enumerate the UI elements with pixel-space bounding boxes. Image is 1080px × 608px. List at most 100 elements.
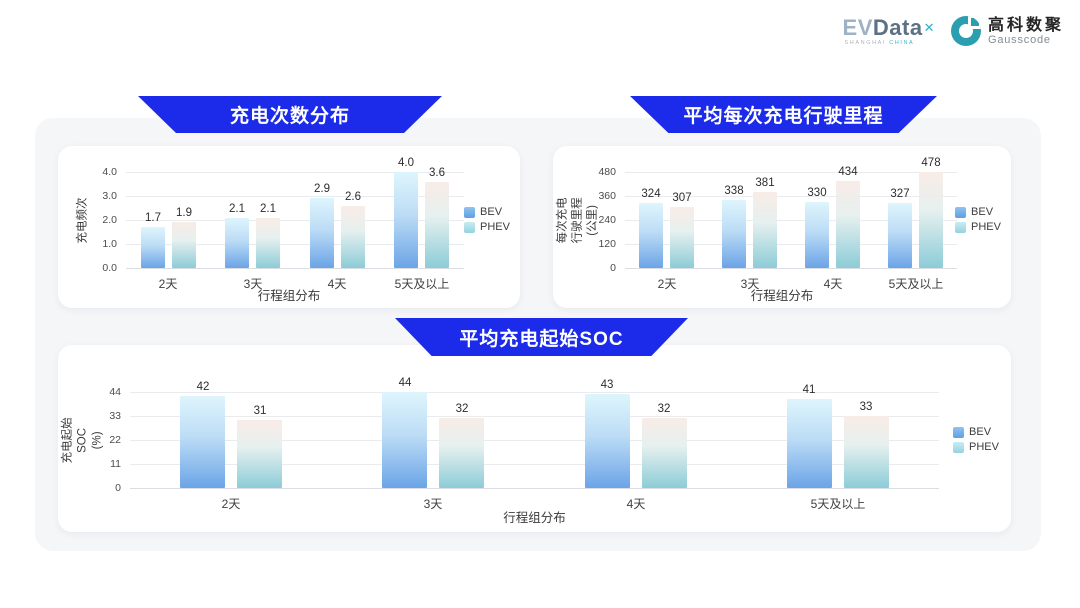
bar-bev-5天及以上 bbox=[888, 203, 912, 268]
bar-bev-3天 bbox=[382, 392, 427, 488]
value-label-phev-5天及以上: 3.6 bbox=[429, 167, 445, 179]
bev-swatch-icon bbox=[464, 206, 476, 218]
x-category-5天及以上: 5天及以上 bbox=[394, 277, 450, 291]
value-label-phev-2天: 1.9 bbox=[176, 207, 192, 219]
bar-phev-4天 bbox=[341, 206, 365, 268]
x-category-2天: 2天 bbox=[657, 277, 677, 291]
value-label-bev-2天: 42 bbox=[196, 381, 210, 393]
evdata-logo: EVData✕ SHANGHAI CHINA bbox=[842, 14, 935, 46]
y-tick-240: 240 bbox=[598, 214, 616, 226]
y-tick-22: 22 bbox=[109, 434, 121, 446]
chart1-title: 充电次数分布 bbox=[229, 106, 350, 127]
chart2-title-banner: 平均每次充电行驶里程 bbox=[630, 96, 937, 133]
x-category-5天及以上: 5天及以上 bbox=[810, 497, 866, 511]
x-category-3天: 3天 bbox=[423, 497, 443, 511]
y-tick-0: 0 bbox=[610, 262, 616, 274]
gridline-22 bbox=[130, 440, 939, 441]
legend-item-phev: PHEV bbox=[953, 441, 999, 453]
gridline-2.0 bbox=[126, 220, 464, 221]
gausscode-dot bbox=[970, 18, 979, 26]
y-tick-360: 360 bbox=[598, 190, 616, 202]
bar-bev-2天 bbox=[639, 203, 663, 268]
bar-phev-2天 bbox=[670, 207, 694, 268]
bar-phev-5天及以上 bbox=[844, 416, 889, 488]
bar-phev-5天及以上 bbox=[425, 182, 449, 268]
bar-bev-3天 bbox=[722, 200, 746, 268]
bar-bev-4天 bbox=[585, 394, 630, 488]
bev-swatch-icon bbox=[955, 206, 967, 218]
phev-swatch-icon bbox=[464, 221, 476, 233]
evdata-ev-text: EV bbox=[842, 14, 873, 40]
y-tick-2.0: 2.0 bbox=[102, 214, 117, 226]
y-tick-120: 120 bbox=[598, 238, 616, 250]
y-tick-0.0: 0.0 bbox=[102, 262, 117, 274]
value-label-phev-3天: 2.1 bbox=[260, 203, 276, 215]
bar-bev-4天 bbox=[805, 202, 829, 268]
chart3-x-axis-label: 行程组分布 bbox=[503, 511, 566, 525]
value-label-phev-4天: 434 bbox=[838, 166, 858, 178]
bar-bev-3天 bbox=[225, 218, 249, 268]
value-label-bev-4天: 2.9 bbox=[314, 183, 330, 195]
chart2-plot-area: 0 120 240 360 480 2天 324 307 3天 338 381 4天 330 434 5天及… bbox=[553, 146, 1011, 308]
gausscode-en-name: Gausscode bbox=[987, 33, 1051, 46]
value-label-bev-2天: 324 bbox=[641, 188, 661, 200]
bev-swatch-icon bbox=[953, 426, 965, 438]
gridline-44 bbox=[130, 392, 939, 393]
chart-card-charge-count: 充电频次 0.0 1.0 2.0 3.0 4.0 2天 1.7 1.9 3天 2.1 2.1 4天 2.… bbox=[58, 146, 520, 308]
gausscode-text: 高科数聚 Gausscode bbox=[988, 17, 1064, 46]
bar-phev-2天 bbox=[172, 222, 196, 268]
x-category-4天: 4天 bbox=[327, 277, 347, 291]
bar-phev-3天 bbox=[439, 418, 484, 488]
chart1-plot-area: 0.0 1.0 2.0 3.0 4.0 2天 1.7 1.9 3天 2.1 2.1 4天 2.9 2.6 5… bbox=[58, 146, 520, 308]
gausscode-cn-name: 高科数聚 bbox=[987, 16, 1064, 34]
value-label-bev-3天: 338 bbox=[724, 185, 744, 197]
gridline-0 bbox=[130, 488, 939, 489]
value-label-phev-3天: 32 bbox=[455, 403, 469, 415]
y-tick-0: 0 bbox=[115, 482, 121, 494]
x-category-2天: 2天 bbox=[221, 497, 241, 511]
bar-bev-4天 bbox=[310, 198, 334, 268]
bar-bev-2天 bbox=[180, 396, 225, 488]
chart3-title-banner: 平均充电起始SOC bbox=[395, 318, 688, 356]
value-label-phev-2天: 307 bbox=[672, 192, 692, 204]
gausscode-mark-icon bbox=[950, 16, 981, 46]
legend-item-bev: BEV bbox=[953, 426, 999, 438]
gridline-360 bbox=[625, 196, 957, 197]
value-label-phev-4天: 2.6 bbox=[345, 191, 361, 203]
chart3-plot-area: 0 11 22 33 44 2天 42 31 3天 44 32 4天 43 32 5天及以上 41 33 bbox=[58, 345, 1011, 532]
chart1-title-banner: 充电次数分布 bbox=[138, 96, 442, 133]
phev-swatch-icon bbox=[955, 221, 967, 233]
evdata-subtitle: SHANGHAI CHINA bbox=[844, 39, 915, 46]
brand-header: EVData✕ SHANGHAI CHINA 高科数聚 Gausscode bbox=[843, 16, 1064, 46]
value-label-bev-4天: 43 bbox=[600, 379, 614, 391]
bar-phev-3天 bbox=[256, 218, 280, 268]
bar-bev-2天 bbox=[141, 227, 165, 268]
value-label-phev-4天: 32 bbox=[657, 403, 671, 415]
legend-item-phev: PHEV bbox=[464, 221, 510, 233]
value-label-bev-5天及以上: 4.0 bbox=[398, 157, 414, 169]
x-category-3天: 3天 bbox=[243, 277, 263, 291]
y-tick-33: 33 bbox=[109, 410, 121, 422]
y-tick-3.0: 3.0 bbox=[102, 190, 117, 202]
x-category-4天: 4天 bbox=[823, 277, 843, 291]
gridline-3.0 bbox=[126, 196, 464, 197]
value-label-phev-2天: 31 bbox=[253, 405, 267, 417]
chart-card-start-soc: 充电起始SOC (%) 0 11 22 33 44 2天 42 31 3天 44 32 4天 43 32 5… bbox=[58, 345, 1011, 532]
value-label-bev-5天及以上: 41 bbox=[802, 384, 816, 396]
chart3-legend: BEV PHEV bbox=[953, 426, 999, 453]
value-label-bev-3天: 2.1 bbox=[229, 203, 245, 215]
y-tick-4.0: 4.0 bbox=[102, 166, 117, 178]
bar-bev-5天及以上 bbox=[787, 399, 832, 488]
evdata-x-icon: ✕ bbox=[923, 19, 935, 35]
gridline-1.0 bbox=[126, 244, 464, 245]
y-tick-44: 44 bbox=[109, 386, 121, 398]
y-tick-480: 480 bbox=[598, 166, 616, 178]
y-tick-1.0: 1.0 bbox=[102, 238, 117, 250]
value-label-phev-5天及以上: 33 bbox=[859, 401, 873, 413]
gridline-4.0 bbox=[126, 172, 464, 173]
bar-bev-5天及以上 bbox=[394, 172, 418, 268]
x-category-4天: 4天 bbox=[626, 497, 646, 511]
chart2-title: 平均每次充电行驶里程 bbox=[683, 106, 884, 127]
gridline-0.0 bbox=[126, 268, 464, 269]
legend-item-phev: PHEV bbox=[955, 221, 1001, 233]
